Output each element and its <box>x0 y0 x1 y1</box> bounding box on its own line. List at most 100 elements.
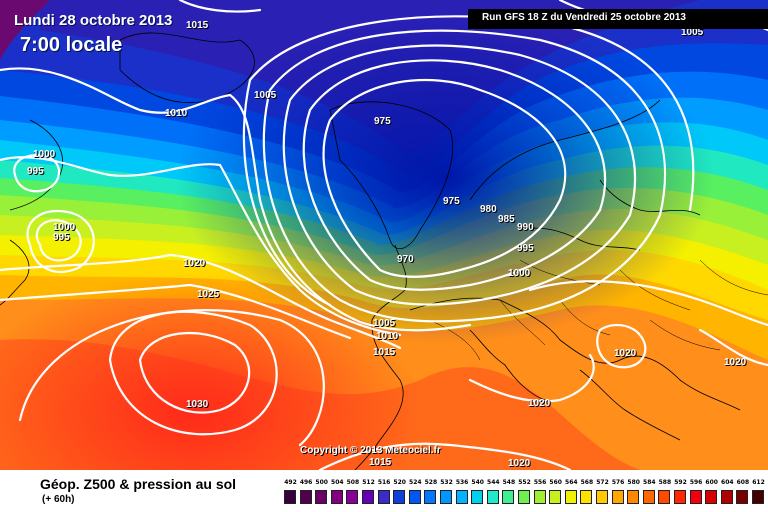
isobar-label: 995 <box>27 166 44 177</box>
legend-label: 596 <box>689 479 703 486</box>
legend-swatch <box>408 490 421 504</box>
legend-swatch <box>533 490 546 504</box>
legend-swatch <box>362 490 374 504</box>
isobar-label: 975 <box>374 116 391 127</box>
legend-label: 576 <box>611 479 625 486</box>
legend-label: 536 <box>455 479 469 486</box>
legend-label: 504 <box>331 479 344 486</box>
isobar-label: 1005 <box>254 90 277 101</box>
forecast-date: Lundi 28 octobre 2013 <box>14 12 173 29</box>
legend-swatch <box>486 490 499 504</box>
legend-label: 520 <box>393 479 406 486</box>
isobar-label: 1010 <box>165 108 188 119</box>
legend-label: 612 <box>752 479 765 486</box>
isobar-label: 1015 <box>186 20 209 31</box>
legend-swatch <box>284 490 296 504</box>
weather-map: 1015 1005 1005 1010 1000 995 1000 995 97… <box>0 0 768 470</box>
isobar-label: 1015 <box>373 347 396 358</box>
legend-label: 512 <box>362 479 375 486</box>
legend-swatch <box>330 490 343 504</box>
legend-label: 500 <box>315 479 328 486</box>
legend-swatch <box>471 490 484 504</box>
isobar-label: 1000 <box>53 222 76 233</box>
legend-swatch <box>299 490 312 504</box>
legend-label: 552 <box>518 479 531 486</box>
legend-label: 584 <box>643 479 656 486</box>
isobar-label: 1020 <box>724 357 747 368</box>
geopotential-map <box>0 0 768 470</box>
legend-swatch <box>424 490 437 504</box>
legend-swatch <box>611 490 624 504</box>
footer: Géop. Z500 & pression au sol (+ 60h) 492… <box>0 470 768 512</box>
legend-swatch <box>580 490 593 504</box>
run-info-box: Run GFS 18 Z du Vendredi 25 octobre 2013 <box>468 9 768 29</box>
legend-label: 608 <box>736 479 750 486</box>
legend-label: 508 <box>346 479 360 486</box>
legend-label: 548 <box>502 479 516 486</box>
forecast-time: 7:00 locale <box>20 34 123 56</box>
legend-label: 604 <box>721 479 734 486</box>
legend-label: 592 <box>674 479 687 486</box>
legend-swatch <box>736 490 749 504</box>
legend-swatch <box>549 490 562 504</box>
isobar-label: 1020 <box>183 258 206 269</box>
legend-swatch <box>689 490 702 504</box>
legend-swatch <box>377 490 390 504</box>
isobar-label: 1030 <box>186 399 209 410</box>
legend-swatch <box>346 490 359 504</box>
legend-label: 580 <box>627 479 640 486</box>
legend-label: 564 <box>565 479 578 486</box>
legend-swatch <box>627 490 640 504</box>
legend-swatch <box>455 490 468 504</box>
legend-label: 496 <box>299 479 313 486</box>
legend-label: 516 <box>377 479 391 486</box>
isobar-label: 1005 <box>681 27 704 38</box>
legend-label: 600 <box>705 479 718 486</box>
geopotential-bands <box>0 0 768 470</box>
legend-swatch <box>642 490 655 504</box>
legend-label: 572 <box>596 479 609 486</box>
legend-label: 492 <box>284 479 297 486</box>
run-info: Run GFS 18 Z du Vendredi 25 octobre 2013 <box>482 12 686 23</box>
isobar-label: 995 <box>53 232 70 243</box>
isobar-label: 985 <box>498 214 515 225</box>
map-title: Géop. Z500 & pression au sol <box>40 476 237 492</box>
isobar-label: 995 <box>517 243 534 254</box>
legend-swatch <box>596 490 608 504</box>
isobar-label: 1020 <box>614 348 637 359</box>
isobar-label: 1000 <box>33 149 56 160</box>
legend-label: 524 <box>409 479 422 486</box>
legend-swatch <box>502 490 515 504</box>
legend-swatch <box>440 490 452 504</box>
isobar-label: 1025 <box>197 289 220 300</box>
isobars <box>0 0 768 470</box>
isobar-label: 1010 <box>376 331 399 342</box>
isobar-label: 1020 <box>508 458 531 469</box>
copyright: Copyright © 2013 Meteociel.fr <box>300 445 441 456</box>
legend-swatch <box>658 490 671 504</box>
legend-label: 560 <box>549 479 562 486</box>
legend-label: 532 <box>440 479 453 486</box>
isobar-label: 1020 <box>528 398 551 409</box>
isobar-label: 970 <box>397 254 414 265</box>
legend-swatch <box>705 490 718 504</box>
isobar-label: 975 <box>443 196 460 207</box>
isobar-label: 980 <box>480 204 497 215</box>
legend-label: 556 <box>533 479 547 486</box>
isobar-label: 1000 <box>508 268 531 279</box>
legend-swatch <box>518 490 530 504</box>
legend-label: 588 <box>658 479 672 486</box>
legend-label: 540 <box>471 479 484 486</box>
legend-swatch <box>564 490 577 504</box>
legend-swatch <box>315 490 328 504</box>
legend-label: 544 <box>487 479 500 486</box>
forecast-range: (+ 60h) <box>42 494 75 505</box>
legend-swatch <box>720 490 733 504</box>
legend-swatch <box>674 490 686 504</box>
legend-swatch <box>393 490 406 504</box>
legend-swatch <box>752 490 764 504</box>
isobar-label: 1005 <box>373 318 396 329</box>
legend-label: 528 <box>424 479 438 486</box>
legend-label: 568 <box>580 479 594 486</box>
isobar-label: 990 <box>517 222 534 233</box>
